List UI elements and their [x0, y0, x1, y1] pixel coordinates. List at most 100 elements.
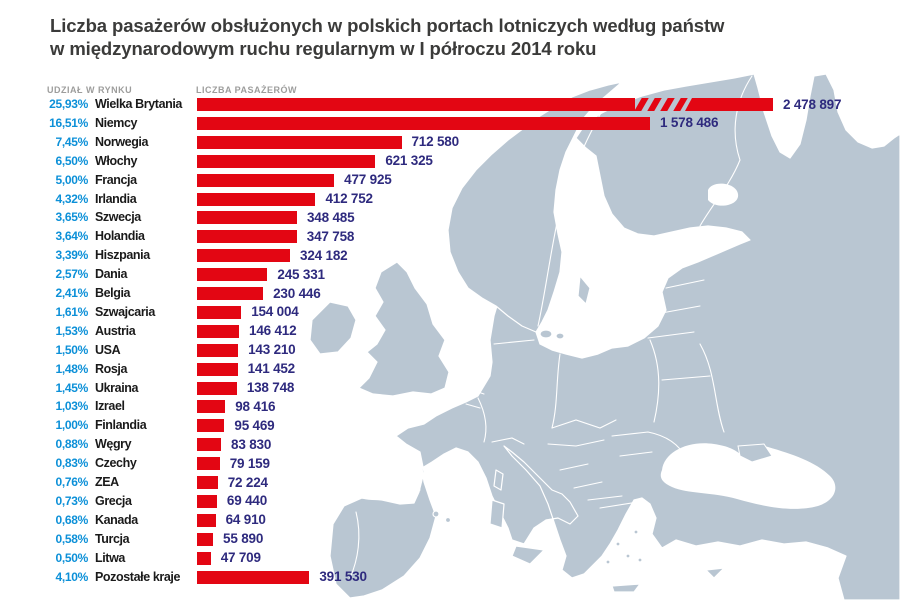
bar-segment — [197, 400, 226, 414]
bar-segment — [197, 116, 651, 130]
market-share-label: 1,03% — [55, 399, 88, 414]
chart-row: 2,57% Dania 245 331 — [0, 266, 900, 282]
great-britain — [358, 261, 450, 397]
chart-row: 1,03% Izrael 98 416 — [0, 398, 900, 414]
passenger-bar — [197, 98, 773, 111]
passenger-count-label: 98 416 — [235, 398, 276, 414]
chart-row: 7,45% Norwegia 712 580 — [0, 134, 900, 150]
passenger-count-label: 143 210 — [248, 342, 296, 358]
passenger-bar — [197, 457, 220, 471]
balearic-island — [432, 510, 440, 518]
chart-row: 1,50% USA 143 210 — [0, 342, 900, 358]
europe-map-seas — [660, 183, 836, 509]
passenger-bar — [197, 513, 216, 527]
passenger-count-label: 230 446 — [273, 285, 321, 301]
passenger-bar — [197, 116, 651, 130]
country-label: Grecja — [95, 493, 132, 508]
passenger-count-label: 69 440 — [226, 493, 268, 509]
bar-segment — [197, 268, 268, 282]
chart-row: 5,00% Francja 477 925 — [0, 172, 900, 188]
country-label: Szwecja — [95, 210, 141, 225]
passenger-bar — [197, 362, 238, 376]
chart-row: 3,64% Holandia 347 758 — [0, 228, 900, 244]
chart-row: 0,58% Turcja 55 890 — [0, 531, 900, 547]
bar-segment — [197, 419, 225, 433]
bar-segment — [197, 324, 240, 338]
chart-row: 1,53% Austria 146 412 — [0, 323, 900, 339]
passenger-bar — [197, 570, 310, 584]
bar-segment — [197, 438, 222, 452]
chart-row: 0,50% Litwa 47 709 — [0, 550, 900, 566]
bar-segment — [197, 211, 297, 225]
market-share-label: 1,53% — [55, 323, 88, 338]
chart-row: 1,48% Rosja 141 452 — [0, 361, 900, 377]
chart-row: 1,00% Finlandia 95 469 — [0, 418, 900, 433]
aegean-island — [605, 559, 611, 565]
bar-segment — [197, 154, 376, 168]
break-stripe — [647, 98, 662, 111]
country-label: Niemcy — [95, 115, 138, 130]
country-label: Austria — [95, 323, 136, 338]
bar-segment — [197, 494, 217, 508]
market-share-label: 16,51% — [49, 115, 88, 130]
chart-row: 1,45% Ukraina 138 748 — [0, 380, 900, 396]
chart-row: 0,73% Grecja 69 440 — [0, 493, 900, 509]
crete — [611, 583, 641, 593]
country-label: Norwegia — [95, 134, 149, 149]
passenger-bar — [197, 173, 335, 187]
country-label: Litwa — [95, 550, 125, 565]
market-share-label: 1,50% — [55, 342, 88, 357]
passenger-count-label: 55 890 — [223, 531, 264, 547]
passenger-count-label: 141 452 — [247, 361, 296, 377]
bar-segment — [197, 287, 264, 300]
bar-segment — [197, 173, 335, 187]
bar-segment — [197, 343, 239, 357]
passenger-count-label: 245 331 — [277, 266, 325, 282]
aegean-island — [633, 529, 639, 535]
passenger-bar — [197, 324, 240, 338]
passenger-bar — [197, 551, 211, 565]
market-share-label: 6,50% — [55, 153, 88, 168]
danish-island — [555, 332, 565, 340]
passenger-count-label: 83 830 — [231, 436, 272, 452]
market-share-label: 5,00% — [55, 172, 88, 187]
bar-segment — [197, 249, 291, 263]
passenger-bar — [197, 249, 291, 263]
country-label: Holandia — [95, 229, 145, 244]
passenger-bar — [197, 305, 242, 319]
chart-row: 4,32% Irlandia 412 752 — [0, 191, 900, 207]
chart-row: 1,61% Szwajcaria 154 004 — [0, 305, 900, 320]
market-share-label: 0,73% — [55, 493, 88, 508]
passenger-bar — [197, 419, 225, 433]
country-label: Ukraina — [95, 380, 139, 395]
passenger-count-label: 348 485 — [307, 209, 355, 225]
country-label: Pozostałe kraje — [95, 569, 181, 584]
axis-break-marks — [634, 98, 688, 111]
market-share-label: 2,41% — [55, 286, 88, 300]
bar-segment — [685, 98, 773, 111]
country-label: Francja — [95, 172, 137, 187]
passenger-bar — [197, 268, 268, 282]
passenger-count-label: 347 758 — [306, 228, 355, 244]
bar-segment — [197, 362, 238, 376]
passenger-bar — [197, 154, 376, 168]
passenger-bar — [197, 476, 218, 489]
corsica — [493, 469, 504, 491]
market-share-label: 3,64% — [55, 229, 88, 244]
market-share-label: 0,83% — [55, 456, 88, 471]
scandinavia — [447, 81, 623, 333]
market-share-label: 25,93% — [49, 97, 88, 111]
bar-segment — [197, 513, 216, 527]
market-share-label: 2,57% — [55, 267, 88, 282]
aegean-island — [615, 541, 621, 547]
market-share-label: 7,45% — [55, 134, 88, 149]
bar-segment — [197, 381, 237, 395]
market-share-label: 0,68% — [55, 512, 88, 527]
chart-row: 0,68% Kanada 64 910 — [0, 512, 900, 528]
market-share-label: 4,32% — [55, 191, 88, 206]
passenger-bar — [197, 343, 239, 357]
passenger-count-label: 64 910 — [225, 512, 266, 528]
column-header-market-share: UDZIAŁ W RYNKU — [47, 85, 133, 95]
